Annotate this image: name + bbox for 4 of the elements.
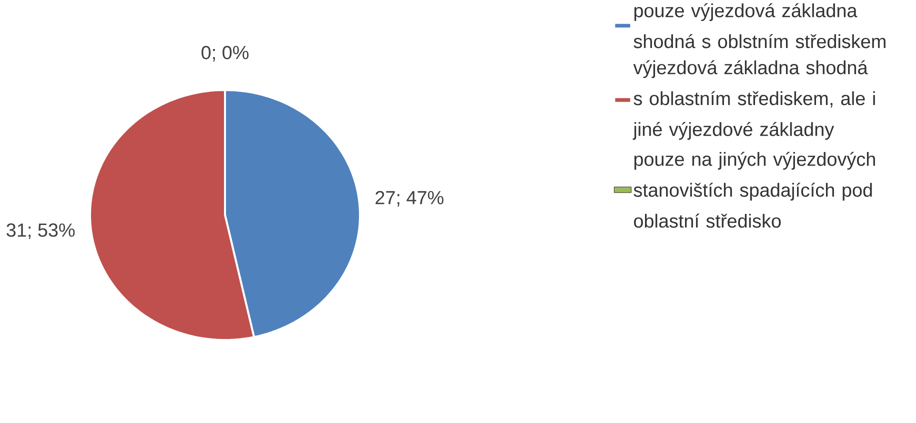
legend-label: pouze na jiných výjezdových stanovištích spadajících pod oblastní středisko [634, 152, 875, 228]
data-label: 27; 47% [376, 190, 444, 207]
data-label: 31; 53% [6, 223, 75, 240]
text: 0; 0% [202, 46, 249, 62]
